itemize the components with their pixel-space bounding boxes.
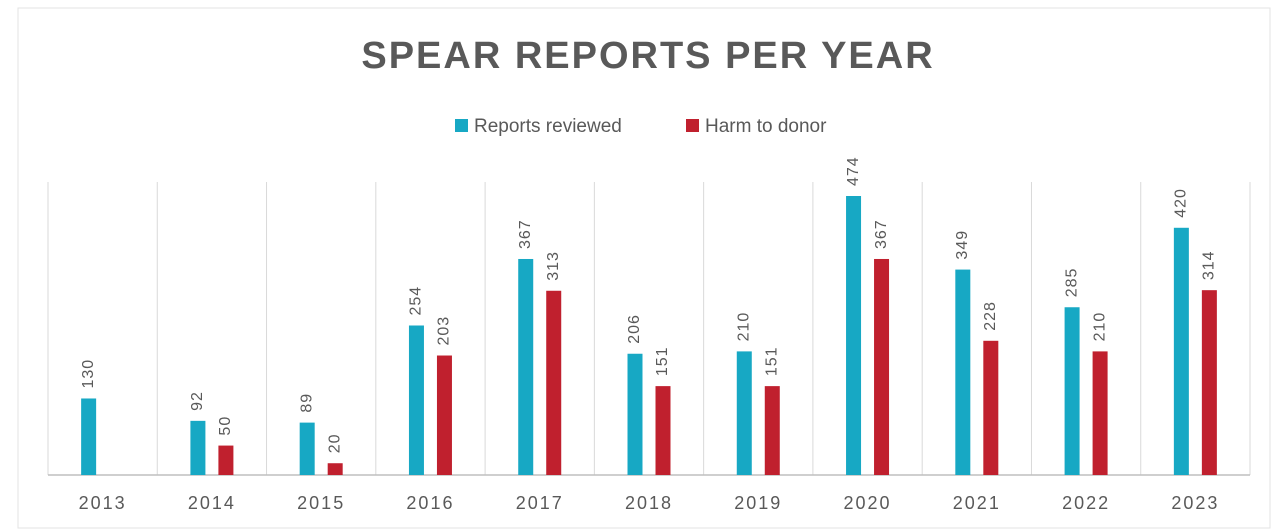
value-label: 203	[436, 316, 453, 346]
value-label: 285	[1063, 268, 1080, 298]
bar	[546, 290, 562, 475]
x-tick-label: 2015	[297, 493, 345, 513]
value-label: 314	[1201, 250, 1218, 280]
x-tick-label: 2014	[188, 493, 236, 513]
bar	[655, 386, 671, 475]
value-label: 313	[545, 251, 562, 281]
x-tick-label: 2021	[953, 493, 1001, 513]
value-label: 206	[626, 314, 643, 344]
x-tick-label: 2016	[406, 493, 454, 513]
bar	[299, 422, 315, 475]
bar	[983, 340, 999, 475]
bar	[846, 196, 862, 475]
legend-label: Harm to donor	[705, 116, 827, 137]
value-label: 210	[1091, 312, 1108, 342]
value-label: 130	[80, 359, 97, 389]
bar	[764, 386, 780, 475]
value-label: 420	[1173, 188, 1190, 218]
value-label: 228	[982, 301, 999, 331]
value-label: 367	[517, 219, 534, 249]
value-label: 50	[217, 416, 234, 436]
value-label: 367	[873, 219, 890, 249]
x-tick-label: 2018	[625, 493, 673, 513]
legend-label: Reports reviewed	[474, 116, 622, 137]
x-tick-label: 2019	[734, 493, 782, 513]
bar	[1173, 227, 1189, 475]
bar	[1064, 307, 1080, 475]
value-label: 210	[735, 312, 752, 342]
value-label: 92	[189, 391, 206, 411]
value-label: 20	[326, 433, 343, 453]
value-label: 349	[954, 230, 971, 260]
x-tick-label: 2020	[844, 493, 892, 513]
chart-title: SPEAR REPORTS PER YEAR	[361, 35, 934, 77]
value-label: 474	[845, 156, 862, 186]
bar	[408, 325, 424, 475]
value-label: 151	[654, 346, 671, 376]
bar	[190, 420, 206, 475]
bar	[736, 351, 752, 475]
bar	[1092, 351, 1108, 475]
bar	[518, 258, 534, 475]
bar	[218, 445, 234, 475]
legend-swatch	[455, 119, 468, 132]
chart-frame	[17, 7, 1271, 529]
bar	[81, 398, 97, 475]
value-label: 89	[298, 393, 315, 413]
bar	[955, 269, 971, 475]
bar	[1201, 290, 1217, 475]
x-tick-label: 2017	[516, 493, 564, 513]
value-label: 254	[408, 286, 425, 316]
bar	[436, 355, 452, 475]
value-label: 151	[763, 346, 780, 376]
x-tick-label: 2013	[79, 493, 127, 513]
x-tick-label: 2022	[1062, 493, 1110, 513]
bar	[327, 463, 343, 475]
x-tick-label: 2023	[1171, 493, 1219, 513]
bar	[874, 258, 890, 475]
legend-swatch	[686, 119, 699, 132]
bar	[627, 353, 643, 475]
